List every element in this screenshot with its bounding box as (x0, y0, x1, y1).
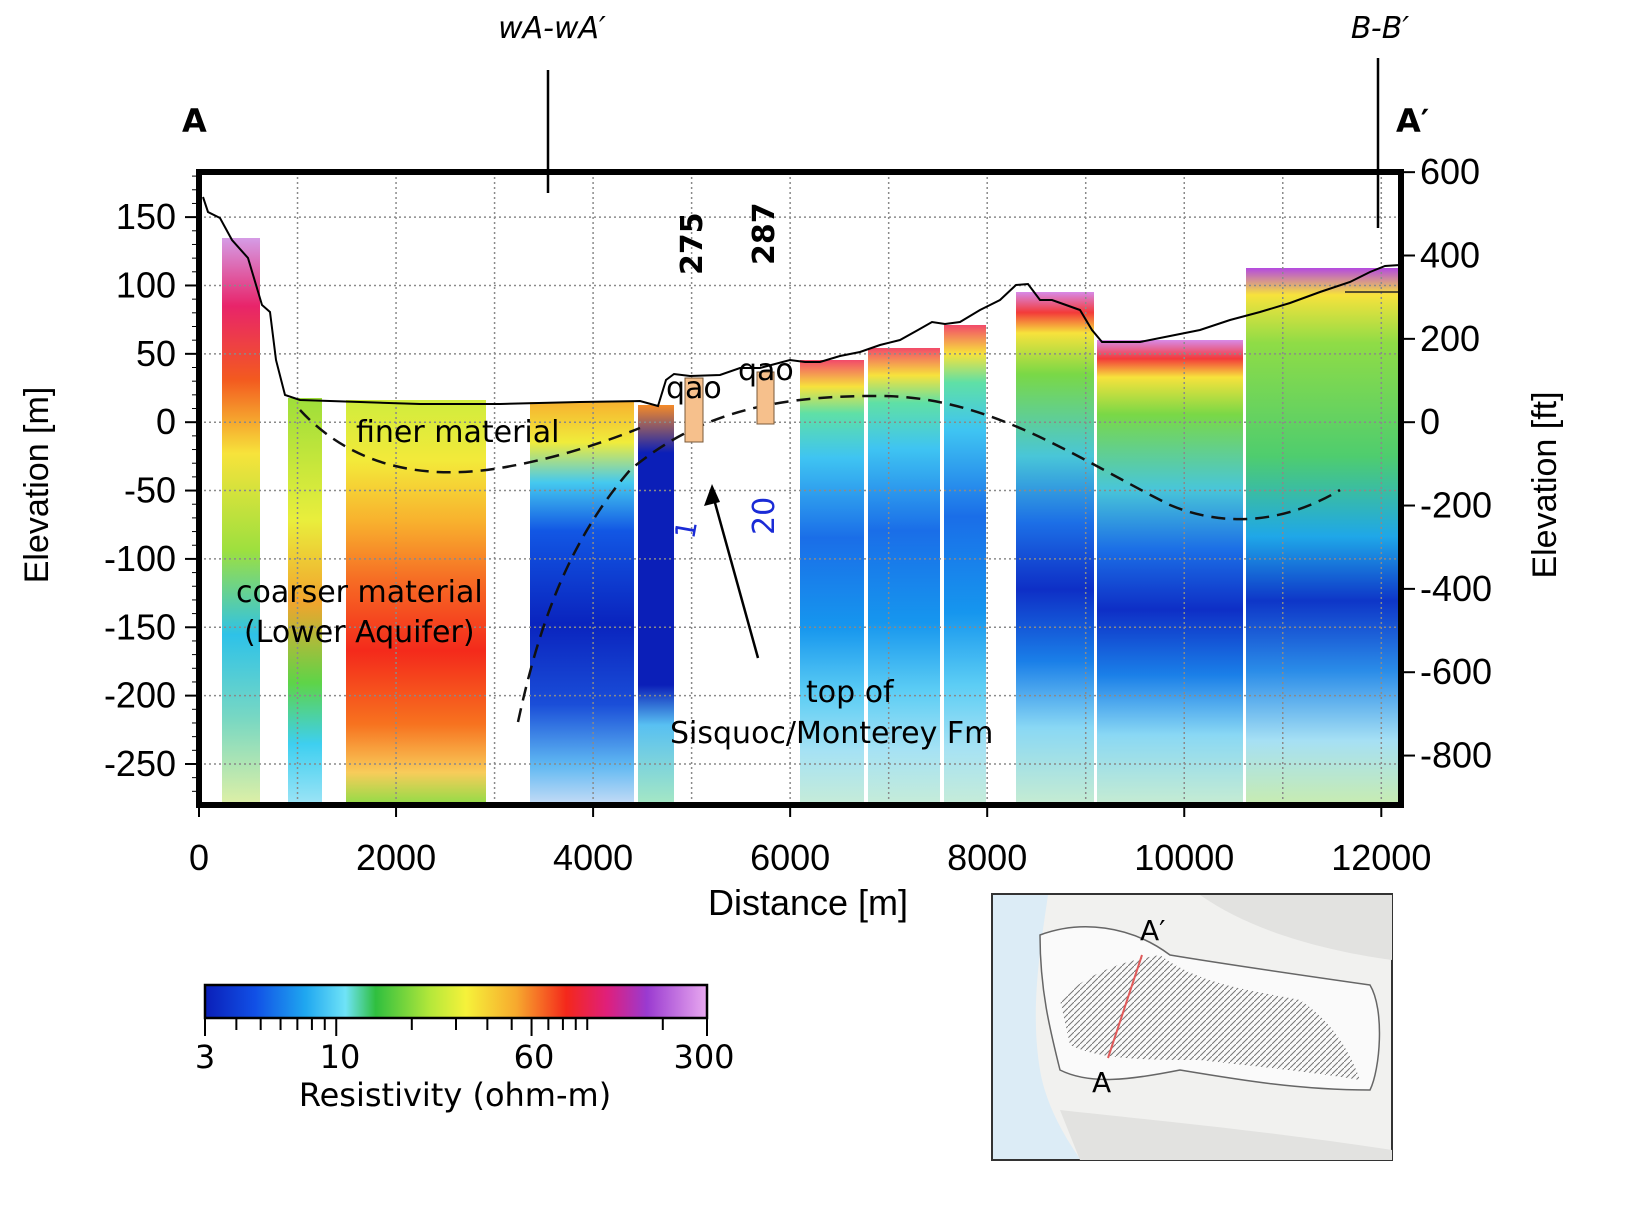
y-left-tick-label: -150 (104, 606, 176, 647)
x-tick-label: 6000 (750, 837, 830, 878)
section-end-A: A (182, 102, 207, 140)
x-axis-label: Distance [m] (708, 882, 908, 923)
y-right-tick-label: 600 (1420, 151, 1480, 192)
resistivity-columns (222, 238, 1401, 805)
y-right-tick-label: 400 (1420, 235, 1480, 276)
top-of-label: top of (806, 675, 895, 710)
colorbar-ticks (204, 1018, 708, 1036)
column-4 (530, 402, 634, 805)
inset-map-urban-area (1060, 955, 1360, 1080)
x-tick-labels: 0 2000 4000 6000 8000 10000 12000 (189, 805, 1431, 878)
sisquoc-monterey-top (516, 394, 1341, 723)
x-tick-label: 0 (189, 837, 209, 878)
y-left-tick-label: -200 (104, 675, 176, 716)
y-left-axis-label: Elevation [m] (18, 387, 56, 584)
column-3 (346, 400, 486, 805)
well-275-label: 275 (675, 212, 710, 275)
y-left-tick-labels: 150 100 50 0 -50 -100 -150 -200 -250 (104, 175, 199, 792)
column-10 (1097, 340, 1243, 805)
inset-map-profile-line (1107, 954, 1143, 1059)
colorbar-tick-60: 60 (514, 1038, 555, 1076)
y-right-tick-label: -200 (1420, 485, 1492, 526)
sisquoc-arrow-head (704, 484, 720, 506)
y-right-axis-label: Elevation [ft] (1526, 391, 1564, 578)
coarser-material-label: coarser material (236, 575, 483, 610)
inset-map-ocean (993, 895, 1080, 1159)
x-tick-label: 10000 (1134, 837, 1234, 878)
lower-aquifer-label: (Lower Aquifer) (244, 615, 475, 650)
y-right-tick-label: -800 (1420, 735, 1492, 776)
x-tick-label: 4000 (553, 837, 633, 878)
y-right-tick-labels: 600 400 200 0 -200 -400 -600 -800 (1401, 151, 1492, 776)
column-5 (638, 405, 674, 805)
blue-label-20: 20 (747, 497, 782, 535)
cross-section-wA-label: wA-wA′ (498, 11, 606, 46)
sisquoc-monterey-label: Sisquoc/Monterey Fm (670, 716, 993, 751)
y-left-tick-label: 50 (136, 333, 176, 374)
inset-map: A′ A (991, 893, 1393, 1161)
well-287-label: 287 (747, 202, 782, 265)
x-tick-label: 2000 (356, 837, 436, 878)
column-1 (222, 238, 260, 805)
colorbar-title: Resistivity (ohm-m) (299, 1076, 611, 1114)
qao-label-1: qao (666, 371, 722, 406)
y-right-tick-label: 200 (1420, 318, 1480, 359)
y-left-tick-label: 0 (156, 401, 176, 442)
well-bar-287 (756, 371, 775, 425)
colorbar (203, 983, 709, 1020)
y-right-tick-label: -600 (1420, 651, 1492, 692)
finer-material-boundary (299, 409, 641, 474)
column-6 (800, 360, 864, 805)
blue-label-1: 1 (668, 518, 704, 541)
y-right-tick-label: -400 (1420, 568, 1492, 609)
inset-map-hills (1060, 895, 1392, 1160)
inset-map-label-a: A (1092, 1066, 1111, 1099)
y-left-tick-label: -100 (104, 538, 176, 579)
y-left-tick-label: -250 (104, 743, 176, 784)
y-left-tick-label: 150 (116, 196, 176, 237)
well-bar-275 (684, 377, 704, 443)
finer-material-label: finer material (356, 415, 559, 450)
column-7 (868, 348, 940, 805)
qao-label-2: qao (738, 353, 794, 388)
x-tick-label: 8000 (947, 837, 1027, 878)
inset-map-label-a-prime: A′ (1140, 914, 1166, 947)
colorbar-tick-10: 10 (320, 1038, 361, 1076)
y-left-tick-label: 100 (116, 264, 176, 305)
column-9 (1016, 292, 1094, 805)
y-left-tick-label: -50 (124, 470, 176, 511)
topography-line (202, 196, 1401, 408)
cross-section-B-label: B-B′ (1351, 11, 1409, 46)
sisquoc-arrow (710, 491, 760, 659)
section-end-A-prime: A′ (1396, 102, 1429, 140)
column-2 (288, 398, 322, 805)
y-right-tick-label: 0 (1420, 401, 1440, 442)
colorbar-tick-3: 3 (195, 1038, 215, 1076)
plot-frame (196, 169, 1404, 808)
grid-lines (199, 172, 1401, 805)
colorbar-tick-300: 300 (673, 1038, 734, 1076)
x-tick-label: 12000 (1331, 837, 1431, 878)
column-11 (1246, 268, 1401, 805)
